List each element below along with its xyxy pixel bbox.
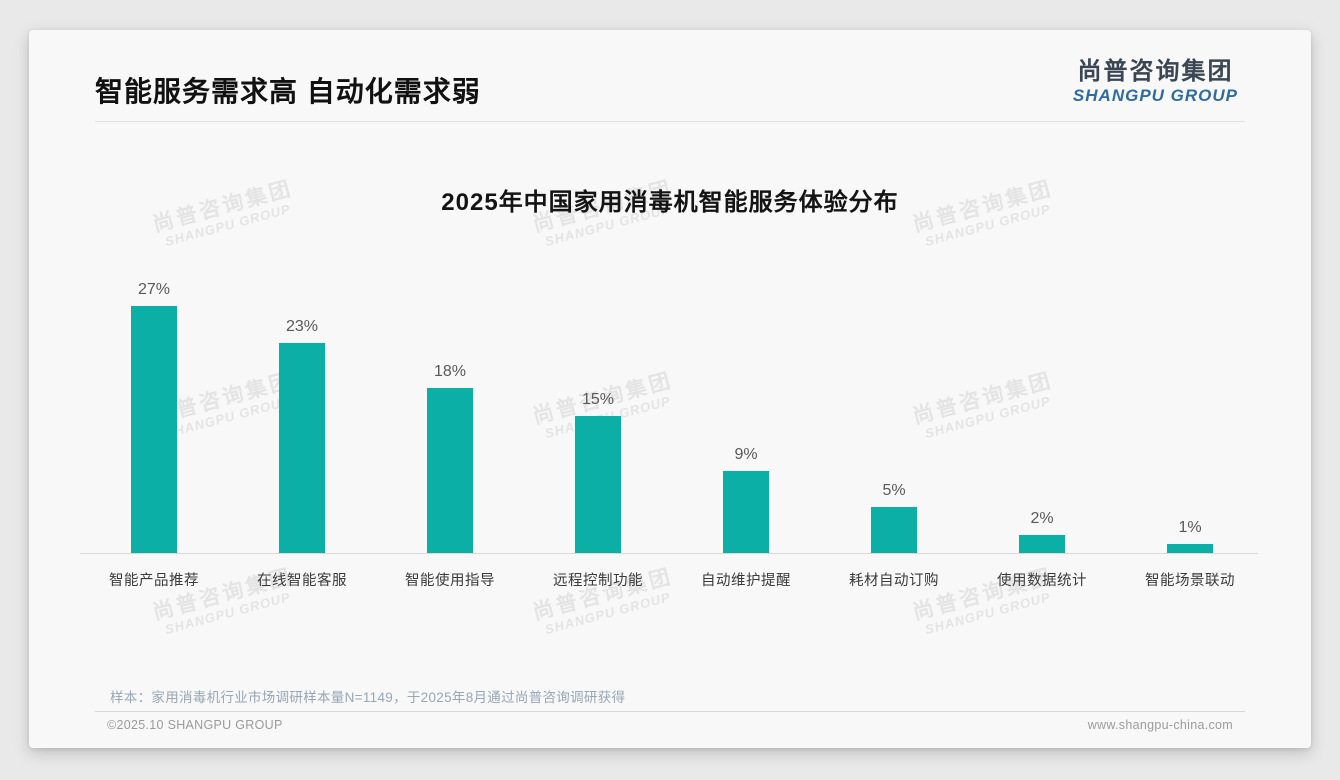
bar xyxy=(131,306,177,553)
category-label: 远程控制功能 xyxy=(553,573,643,589)
bar xyxy=(279,343,325,553)
chart-title: 2025年中国家用消毒机智能服务体验分布 xyxy=(441,189,899,216)
category-label: 自动维护提醒 xyxy=(701,573,791,589)
website-url: www.shangpu-china.com xyxy=(1087,718,1233,732)
footer: ©2025.10 SHANGPU GROUP www.shangpu-china… xyxy=(29,718,1311,732)
bar-value-label: 2% xyxy=(1030,510,1054,527)
header-divider xyxy=(95,121,1245,122)
bar xyxy=(427,388,473,553)
bar-value-label: 27% xyxy=(137,281,171,298)
bar-value-label: 1% xyxy=(1178,519,1202,536)
copyright-text: ©2025.10 SHANGPU GROUP xyxy=(107,718,283,732)
sample-note: 样本：家用消毒机行业市场调研样本量N=1149，于2025年8月通过尚普咨询调研… xyxy=(110,690,626,705)
logo-text-cn: 尚普咨询集团 xyxy=(1077,58,1234,85)
category-label: 智能产品推荐 xyxy=(109,573,199,589)
bar-value-label: 18% xyxy=(433,363,467,380)
page-title: 智能服务需求高 自动化需求弱 xyxy=(95,76,481,107)
category-label: 在线智能客服 xyxy=(257,573,347,589)
footer-divider xyxy=(95,711,1245,712)
logo-text-en: SHANGPU GROUP xyxy=(1072,85,1238,105)
slide-card: 尚普咨询集团 SHANGPU GROUP 尚普咨询集团 SHANGPU GROUP 尚普… xyxy=(29,30,1311,748)
bar-value-label: 5% xyxy=(882,482,906,499)
category-label: 智能场景联动 xyxy=(1145,573,1235,589)
logo: 尚普咨询集团 SHANGPU GROUP xyxy=(1073,58,1238,105)
bar-chart: 27% 23% 18% 15% 9% 5% 2% 1% xyxy=(80,273,1258,554)
bar xyxy=(575,416,621,553)
category-axis: 智能产品推荐 在线智能客服 智能使用指导 远程控制功能 自动维护提醒 耗材自动订购 使用数据… xyxy=(80,569,1258,591)
bar-value-label: 9% xyxy=(734,446,758,463)
bar xyxy=(871,507,917,553)
bar-value-label: 23% xyxy=(285,318,319,335)
bar xyxy=(723,471,769,553)
bar-value-label: 15% xyxy=(581,391,615,408)
bar xyxy=(1167,544,1213,553)
category-label: 使用数据统计 xyxy=(997,573,1087,589)
category-label: 智能使用指导 xyxy=(405,573,495,589)
bar xyxy=(1019,535,1065,553)
category-label: 耗材自动订购 xyxy=(849,573,939,589)
